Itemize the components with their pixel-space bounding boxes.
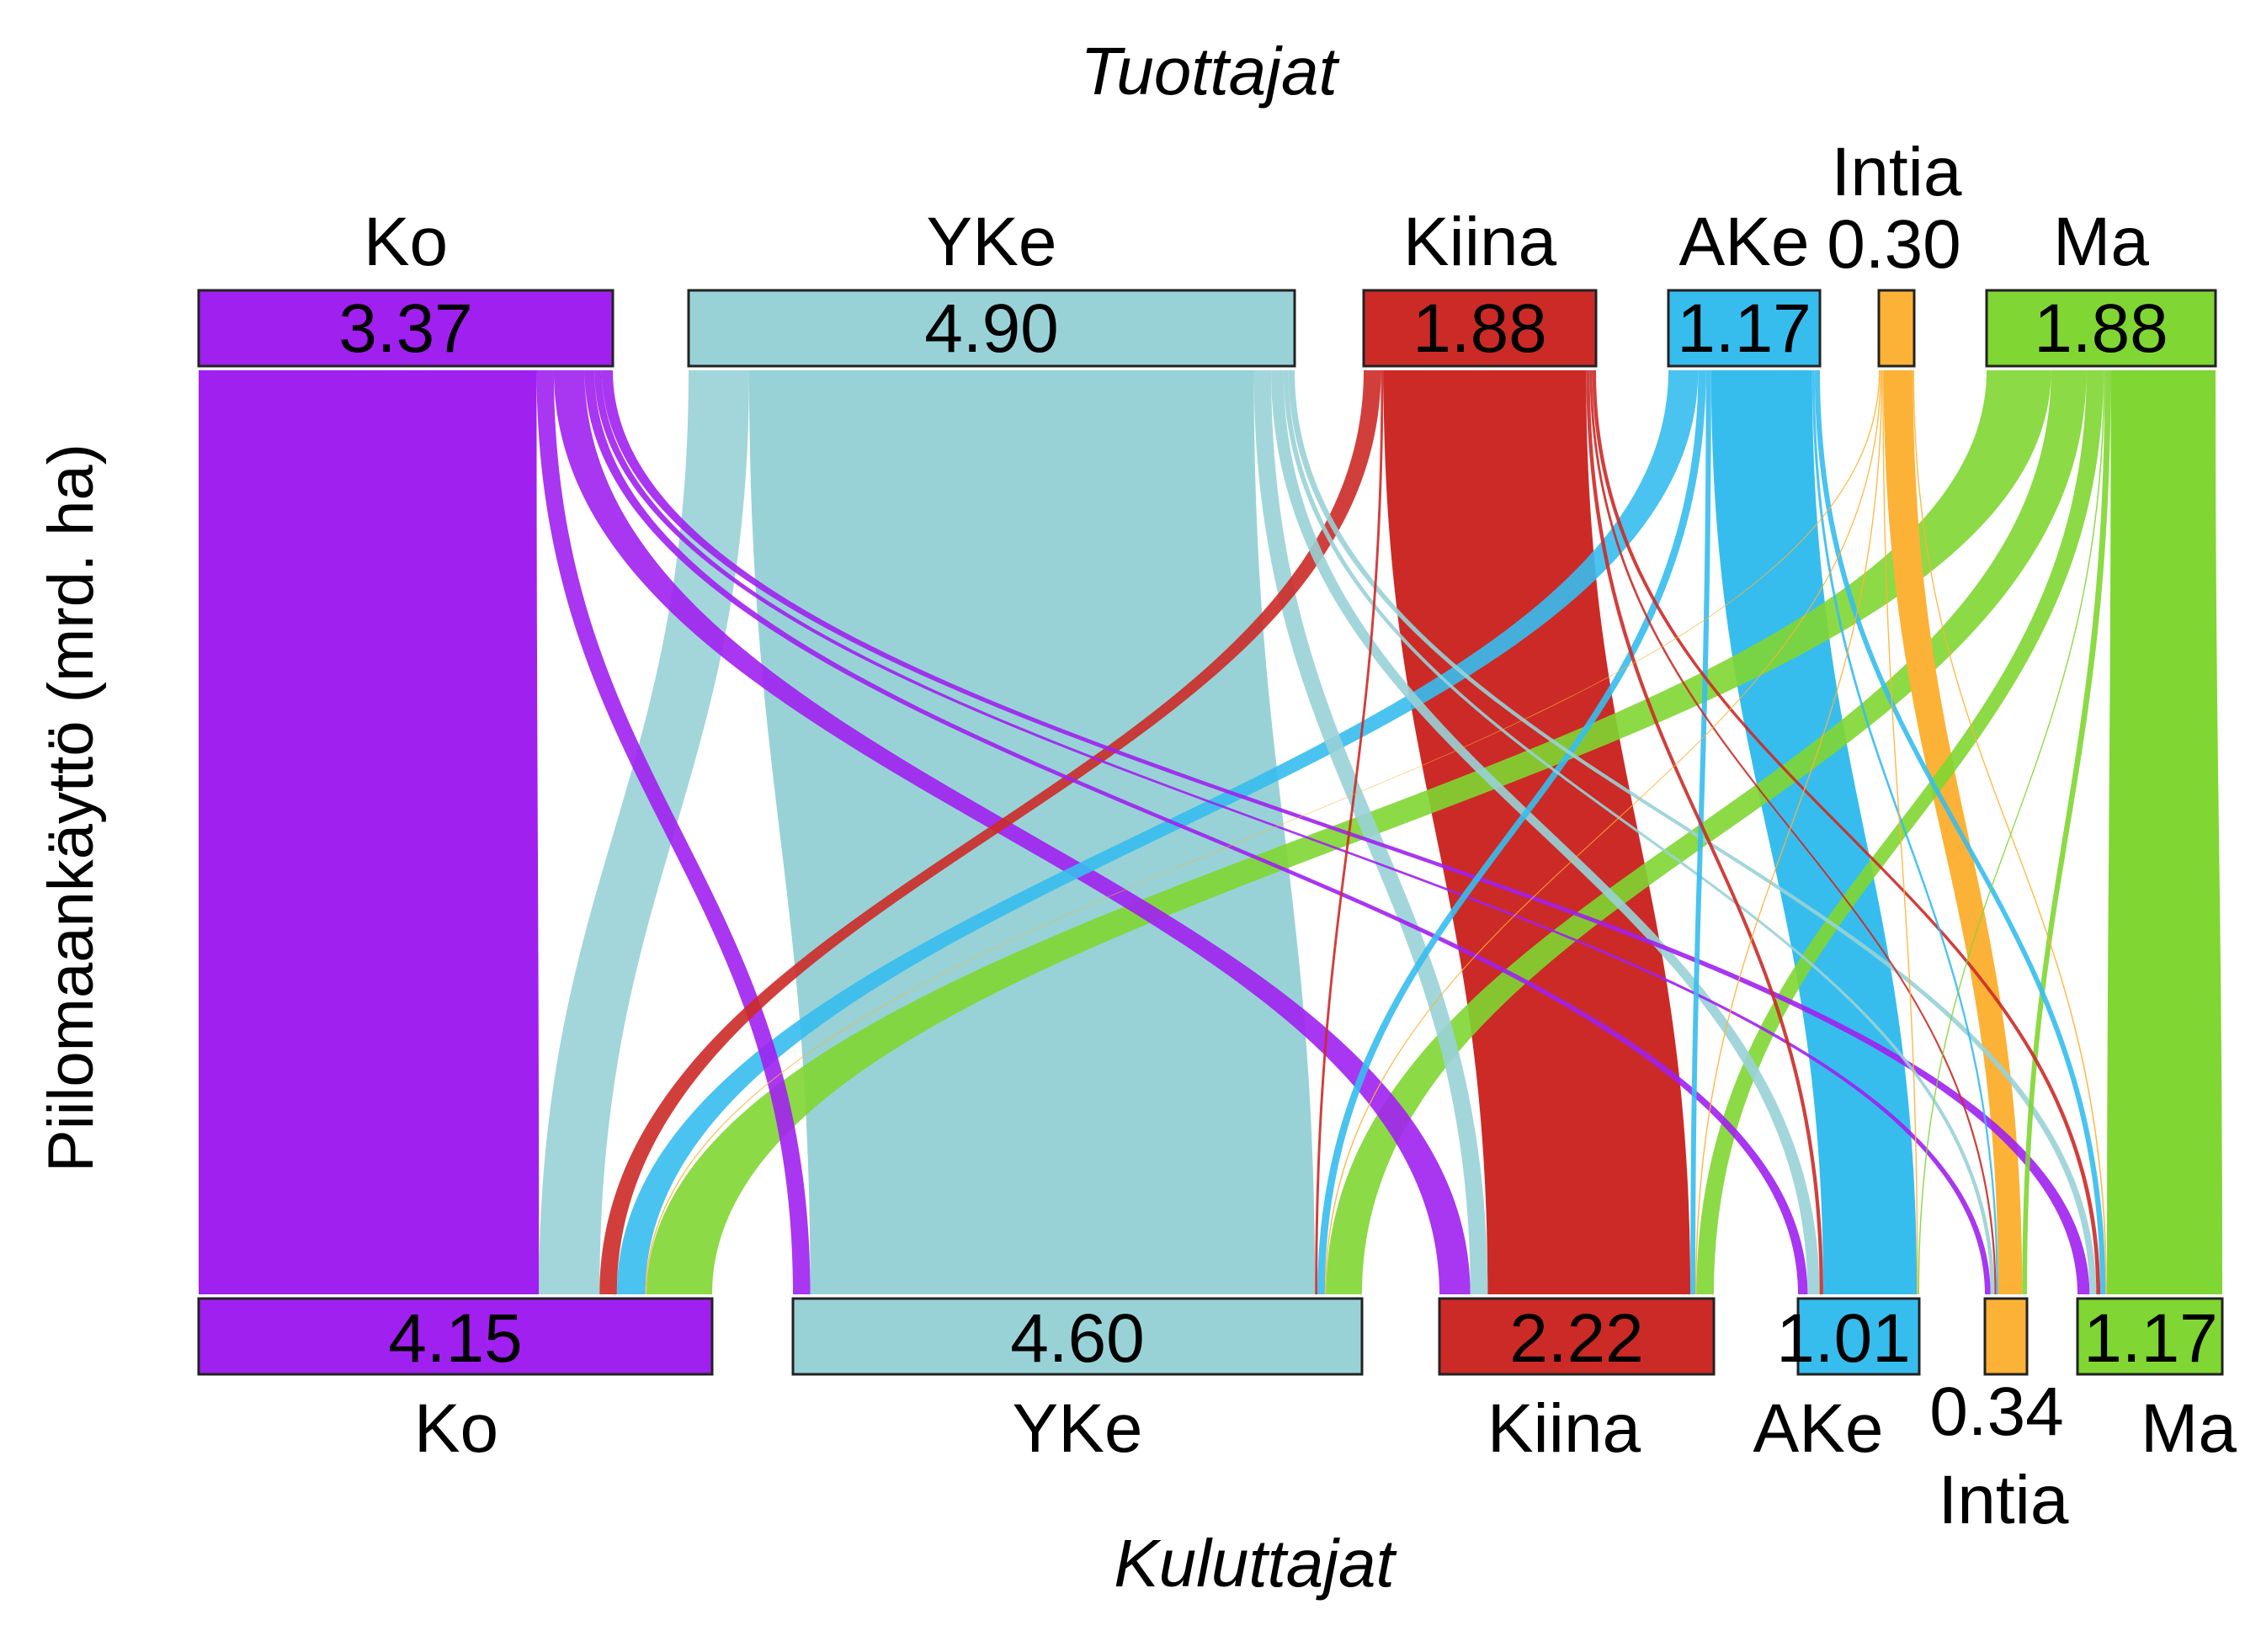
producer-value-ma: 1.88 bbox=[2034, 290, 2168, 367]
flow-intia-to-ma bbox=[1913, 370, 2108, 1294]
consumer-label-ake: AKe bbox=[1753, 1390, 1884, 1467]
flow-ake-to-ma bbox=[1814, 370, 2106, 1294]
flow-ake-to-ake bbox=[1710, 370, 1918, 1294]
flow-yke-to-ake bbox=[1271, 370, 1820, 1294]
consumer-label-kiina: Kiina bbox=[1487, 1390, 1641, 1467]
consumer-bar-ko bbox=[197, 1297, 714, 1376]
flow-ake-to-ko bbox=[616, 370, 1699, 1294]
consumers-title: Kuluttajat bbox=[1114, 1526, 1396, 1601]
consumer-value-ko: 4.15 bbox=[388, 1300, 523, 1377]
consumer-label-yke: YKe bbox=[1013, 1390, 1143, 1467]
consumer-value-yke: 4.60 bbox=[1010, 1300, 1145, 1377]
flow-ma-to-intia bbox=[2022, 370, 2111, 1294]
flow-ake-to-yke bbox=[1317, 370, 1706, 1294]
flow-ko-to-ma bbox=[601, 370, 2090, 1294]
producer-value-ko: 3.37 bbox=[338, 290, 473, 367]
flow-layer bbox=[199, 370, 2222, 1294]
producer-label-intia: Intia bbox=[1832, 134, 1962, 210]
flow-kiina-to-ake bbox=[1586, 370, 1823, 1294]
flow-kiina-to-intia bbox=[1589, 370, 1997, 1294]
producer-value-intia: 0.30 bbox=[1827, 206, 1961, 283]
y-axis-label: Piilomaankäyttö (mrd. ha) bbox=[35, 444, 107, 1172]
flow-ko-to-ko bbox=[199, 370, 540, 1294]
flow-yke-to-yke bbox=[749, 370, 1316, 1294]
flow-yke-to-kiina bbox=[1253, 370, 1488, 1294]
flow-ko-to-intia bbox=[594, 370, 1991, 1294]
consumer-label-intia: Intia bbox=[1939, 1462, 2069, 1538]
consumer-bar-kiina bbox=[1438, 1297, 1716, 1376]
consumer-label-ma: Ma bbox=[2141, 1390, 2237, 1467]
flow-yke-to-ko bbox=[539, 370, 749, 1294]
flow-ko-to-ake bbox=[584, 370, 1808, 1294]
flow-intia-to-intia bbox=[1883, 370, 2023, 1294]
consumer-value-intia: 0.34 bbox=[1929, 1373, 2064, 1450]
consumer-bar-ake bbox=[1796, 1297, 1921, 1376]
flow-ko-to-yke bbox=[536, 370, 811, 1294]
consumer-value-ake: 1.01 bbox=[1776, 1300, 1911, 1377]
flow-kiina-to-yke bbox=[1315, 370, 1384, 1294]
producer-value-yke: 4.90 bbox=[924, 290, 1059, 367]
consumer-value-kiina: 2.22 bbox=[1509, 1300, 1644, 1377]
producer-value-kiina: 1.88 bbox=[1412, 290, 1547, 367]
consumer-label-ko: Ko bbox=[414, 1390, 498, 1467]
flow-kiina-to-ko bbox=[599, 370, 1381, 1294]
flow-kiina-to-kiina bbox=[1383, 370, 1691, 1294]
producer-value-ake: 1.17 bbox=[1677, 290, 1811, 367]
flow-ake-to-kiina bbox=[1690, 370, 1711, 1294]
producer-label-ma: Ma bbox=[2053, 204, 2149, 280]
producer-bar-yke bbox=[687, 289, 1296, 368]
producer-bar-kiina bbox=[1362, 289, 1598, 368]
flow-intia-to-yke bbox=[1324, 370, 1881, 1294]
consumer-bar-yke bbox=[791, 1297, 1364, 1376]
consumer-bar-ma bbox=[2076, 1297, 2224, 1376]
consumer-bar-intia bbox=[1983, 1297, 2029, 1376]
flow-ake-to-intia bbox=[1811, 370, 1998, 1294]
producer-bar-intia bbox=[1877, 289, 1916, 368]
flow-yke-to-ma bbox=[1288, 370, 2097, 1294]
flow-kiina-to-ma bbox=[1592, 370, 2101, 1294]
producer-bar-ma bbox=[1985, 289, 2217, 368]
producer-label-kiina: Kiina bbox=[1403, 204, 1557, 280]
flow-ko-to-kiina bbox=[553, 370, 1471, 1294]
flow-intia-to-ake bbox=[1882, 370, 1918, 1294]
flow-intia-to-ko bbox=[645, 370, 1881, 1294]
producers-title: Tuottajat bbox=[1080, 34, 1339, 109]
flow-ma-to-ma bbox=[2107, 370, 2222, 1294]
producer-bar-ko bbox=[197, 289, 614, 368]
flow-yke-to-intia bbox=[1283, 370, 1995, 1294]
consumer-value-ma: 1.17 bbox=[2083, 1300, 2218, 1377]
producer-label-yke: YKe bbox=[927, 204, 1057, 280]
producer-label-ko: Ko bbox=[364, 204, 448, 280]
producer-label-ake: AKe bbox=[1679, 204, 1810, 280]
flow-intia-to-kiina bbox=[1694, 370, 1883, 1294]
flow-ma-to-ake bbox=[1918, 370, 2105, 1294]
producer-bar-ake bbox=[1667, 289, 1822, 368]
